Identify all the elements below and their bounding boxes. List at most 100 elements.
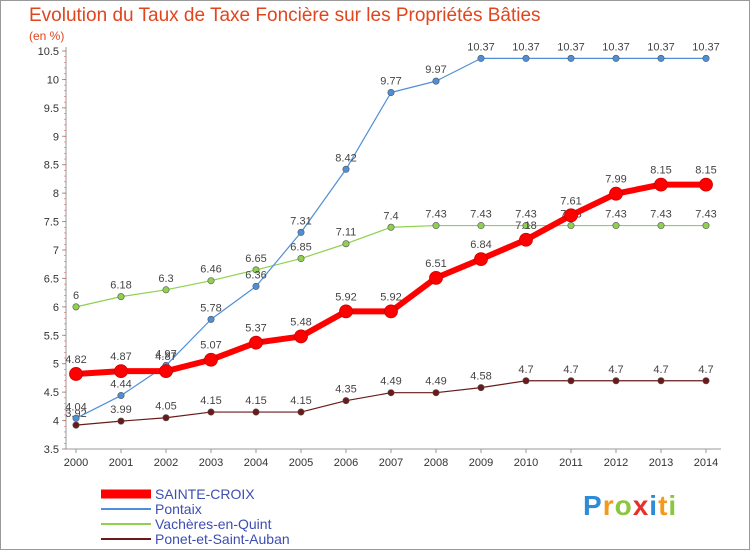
data-label: 4.58 xyxy=(470,371,491,383)
data-point xyxy=(339,304,353,319)
data-label: 3.92 xyxy=(65,408,86,420)
data-point xyxy=(72,303,80,311)
x-tick-label: 2004 xyxy=(244,457,268,469)
data-label: 6.65 xyxy=(245,253,266,265)
data-label: 4.15 xyxy=(290,395,311,407)
y-tick-label: 4 xyxy=(53,416,59,428)
x-tick-label: 2006 xyxy=(334,457,358,469)
data-label: 6.85 xyxy=(290,242,311,254)
data-label: 5.07 xyxy=(200,340,221,352)
data-point xyxy=(342,240,350,248)
legend-label: Pontaix xyxy=(155,501,202,517)
data-label: 7.18 xyxy=(515,220,536,232)
data-point xyxy=(114,364,128,379)
data-point xyxy=(612,377,620,385)
data-label: 8.15 xyxy=(650,165,671,177)
x-tick-label: 2003 xyxy=(199,457,223,469)
logo-letter: t xyxy=(658,490,669,521)
data-point xyxy=(564,208,578,223)
logo-letter: o xyxy=(614,490,633,521)
data-label: 10.37 xyxy=(692,41,720,53)
data-point xyxy=(522,54,530,62)
data-point xyxy=(657,222,665,230)
data-label: 5.78 xyxy=(200,302,221,314)
y-tick-label: 7.5 xyxy=(44,217,59,229)
data-label: 7.43 xyxy=(605,209,626,221)
y-tick-label: 6 xyxy=(53,302,59,314)
data-point xyxy=(654,177,668,192)
data-point xyxy=(567,222,575,230)
data-label: 4.15 xyxy=(200,395,221,407)
data-point xyxy=(429,270,443,285)
y-tick-label: 7 xyxy=(53,245,59,257)
x-tick-label: 2010 xyxy=(514,457,538,469)
data-point xyxy=(387,89,395,97)
y-tick-label: 6.5 xyxy=(44,273,59,285)
data-label: 4.7 xyxy=(608,364,623,376)
data-label: 4.44 xyxy=(110,379,131,391)
data-label: 7.11 xyxy=(336,227,357,239)
data-point xyxy=(477,384,485,392)
data-point xyxy=(207,408,215,416)
x-tick-label: 2007 xyxy=(379,457,403,469)
x-tick-label: 2013 xyxy=(649,457,673,469)
data-label: 4.7 xyxy=(653,364,668,376)
data-point xyxy=(609,186,623,201)
legend-label: SAINTE-CROIX xyxy=(155,486,255,502)
data-label: 4.7 xyxy=(563,364,578,376)
y-tick-label: 9.5 xyxy=(44,103,59,115)
data-point xyxy=(657,54,665,62)
y-tick-label: 5 xyxy=(53,359,59,371)
data-label: 6.46 xyxy=(200,264,221,276)
data-label: 5.48 xyxy=(290,316,311,328)
data-label: 7.43 xyxy=(650,209,671,221)
x-tick-label: 2008 xyxy=(424,457,448,469)
data-point xyxy=(702,377,710,385)
data-label: 7.43 xyxy=(470,209,491,221)
proxiti-logo: Proxiti xyxy=(583,490,677,522)
x-tick-label: 2002 xyxy=(154,457,178,469)
data-point xyxy=(477,54,485,62)
data-label: 6.36 xyxy=(245,269,266,281)
data-label: 3.99 xyxy=(110,404,131,416)
data-point xyxy=(657,377,665,385)
logo-letter: P xyxy=(583,490,603,521)
data-label: 4.15 xyxy=(245,395,266,407)
x-tick-label: 2012 xyxy=(604,457,628,469)
data-point xyxy=(699,177,713,192)
data-point xyxy=(522,377,530,385)
x-tick-label: 2000 xyxy=(64,457,88,469)
data-point xyxy=(567,54,575,62)
data-label: 10.37 xyxy=(647,41,675,53)
logo-letter: r xyxy=(602,490,615,521)
data-label: 4.04 xyxy=(65,401,86,413)
legend-label: Vachères-en-Quint xyxy=(155,516,272,532)
data-point xyxy=(297,408,305,416)
data-point xyxy=(72,421,80,429)
data-label: 4.7 xyxy=(518,364,533,376)
data-label: 7.99 xyxy=(605,174,626,186)
data-point xyxy=(477,222,485,230)
y-tick-label: 5.5 xyxy=(44,330,59,342)
data-label: 4.35 xyxy=(335,384,356,396)
data-label: 10.37 xyxy=(602,41,630,53)
data-label: 10.37 xyxy=(512,41,540,53)
data-point xyxy=(567,377,575,385)
data-point xyxy=(204,352,218,367)
data-label: 10.37 xyxy=(557,41,585,53)
chart-title: Evolution du Taux de Taxe Foncière sur l… xyxy=(29,5,541,26)
data-label: 9.77 xyxy=(380,76,401,88)
x-tick-label: 2009 xyxy=(469,457,493,469)
data-point xyxy=(252,266,260,274)
data-label: 5.92 xyxy=(335,291,356,303)
data-label: 4.7 xyxy=(698,364,713,376)
data-point xyxy=(294,329,308,344)
logo-letter: i xyxy=(668,490,678,521)
data-label: 8.42 xyxy=(335,152,356,164)
data-label: 10.37 xyxy=(467,41,495,53)
x-tick-label: 2001 xyxy=(109,457,133,469)
data-label: 4.05 xyxy=(155,401,176,413)
data-point xyxy=(432,389,440,397)
